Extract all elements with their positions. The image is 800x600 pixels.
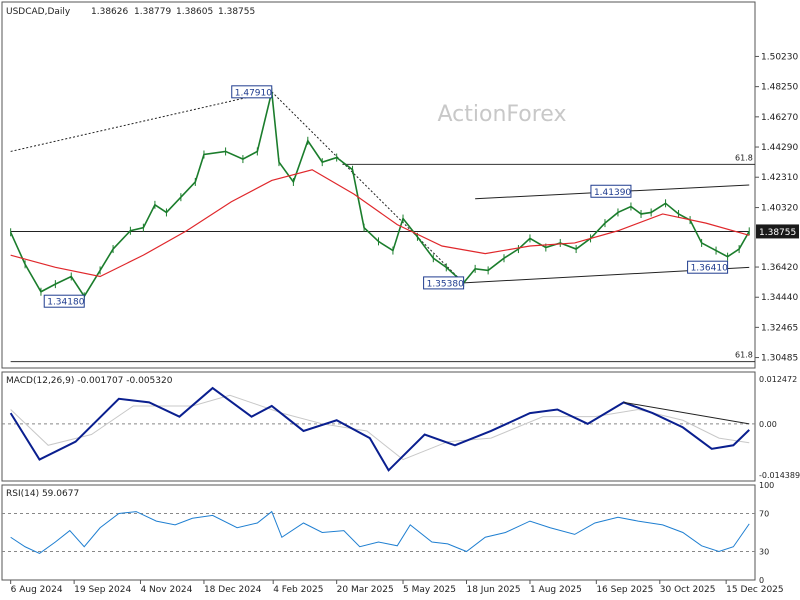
- annotation-box: [687, 260, 729, 274]
- macd-ytick-label: -0.014389: [759, 471, 800, 480]
- high-value: 1.38779: [134, 7, 171, 17]
- macd-ytick-label: 0.012472: [759, 375, 797, 384]
- annotation-label: 1.41390: [594, 188, 631, 198]
- rsi-header: RSI(14) 59.0677: [6, 489, 79, 499]
- price-ytick-label: 1.44290: [761, 143, 798, 153]
- annotation-box: [423, 276, 465, 290]
- fib-level-label: 61.8: [735, 351, 753, 360]
- trend-line: [271, 91, 464, 284]
- rsi-ytick-label: 30: [759, 548, 769, 557]
- label-layer: 1.50230 1.48250 1.46270 1.44290 1.42310 1.403…: [6, 7, 800, 595]
- current-price-box: [756, 224, 799, 239]
- price-ytick-label: 1.32465: [761, 323, 798, 333]
- xtick-label: 30 Oct 2025: [660, 585, 716, 595]
- xtick-label: 4 Feb 2025: [273, 585, 323, 595]
- rsi-panel-frame: [1, 484, 756, 581]
- rsi-ytick-label: 0: [759, 576, 764, 585]
- xtick-label: 4 Nov 2024: [140, 585, 192, 595]
- price-ytick-label: 1.50230: [761, 52, 798, 62]
- fib-level-label: 61.8: [735, 153, 753, 162]
- indicator-layer: [9, 87, 755, 554]
- annotation-box: [231, 85, 273, 99]
- price-ytick-label: 1.36420: [761, 263, 798, 273]
- rsi-ytick-label: 100: [759, 481, 774, 490]
- open-value: 1.38626: [91, 7, 128, 17]
- trend-line: [10, 91, 272, 152]
- xtick-label: 19 Sep 2024: [74, 585, 131, 595]
- annotation-label: 1.34180: [47, 298, 84, 308]
- price-ytick-label: 1.48250: [761, 83, 798, 93]
- xtick-label: 6 Aug 2024: [11, 585, 63, 595]
- moving-average-line: [10, 169, 750, 278]
- macd-panel-frame: [1, 371, 756, 482]
- rsi-ytick-label: 70: [759, 510, 769, 519]
- xtick-label: 5 May 2025: [403, 585, 456, 595]
- close-value: 1.38755: [218, 7, 255, 17]
- annotation-label: 1.36410: [691, 264, 728, 274]
- annotation-label: 1.47910: [235, 88, 272, 98]
- annotation-box: [43, 294, 85, 308]
- macd-series-line: [9, 386, 750, 472]
- xtick-label: 15 Dec 2025: [726, 585, 784, 595]
- price-ytick-label: 1.46270: [761, 113, 798, 123]
- price-ytick-label: 1.34440: [761, 293, 798, 303]
- watermark-text: ActionForex: [438, 102, 567, 127]
- grid-layer: [1, 1, 759, 584]
- xtick-label: 20 Mar 2025: [337, 585, 394, 595]
- current-price-label: 1.38755: [759, 228, 796, 238]
- annotation-label: 1.35380: [427, 279, 464, 289]
- xtick-label: 18 Dec 2024: [204, 585, 262, 595]
- symbol-label: USDCAD,Daily: [6, 7, 71, 17]
- macd-header: MACD(12,26,9) -0.001707 -0.005320: [6, 376, 173, 386]
- price-ytick-label: 1.42310: [761, 173, 798, 183]
- price-panel-frame: [1, 1, 756, 369]
- price-ytick-label: 1.30485: [761, 354, 798, 364]
- xtick-label: 1 Aug 2025: [530, 585, 582, 595]
- xtick-label: 16 Sep 2025: [596, 585, 653, 595]
- low-value: 1.38605: [176, 7, 213, 17]
- macd-ytick-label: 0.00: [759, 420, 777, 429]
- annotation-box: [590, 184, 632, 198]
- price-ytick-label: 1.40320: [761, 204, 798, 214]
- xtick-label: 18 Jun 2025: [466, 585, 520, 595]
- rsi-series-line: [10, 510, 750, 554]
- macd-trend-line: [623, 401, 750, 425]
